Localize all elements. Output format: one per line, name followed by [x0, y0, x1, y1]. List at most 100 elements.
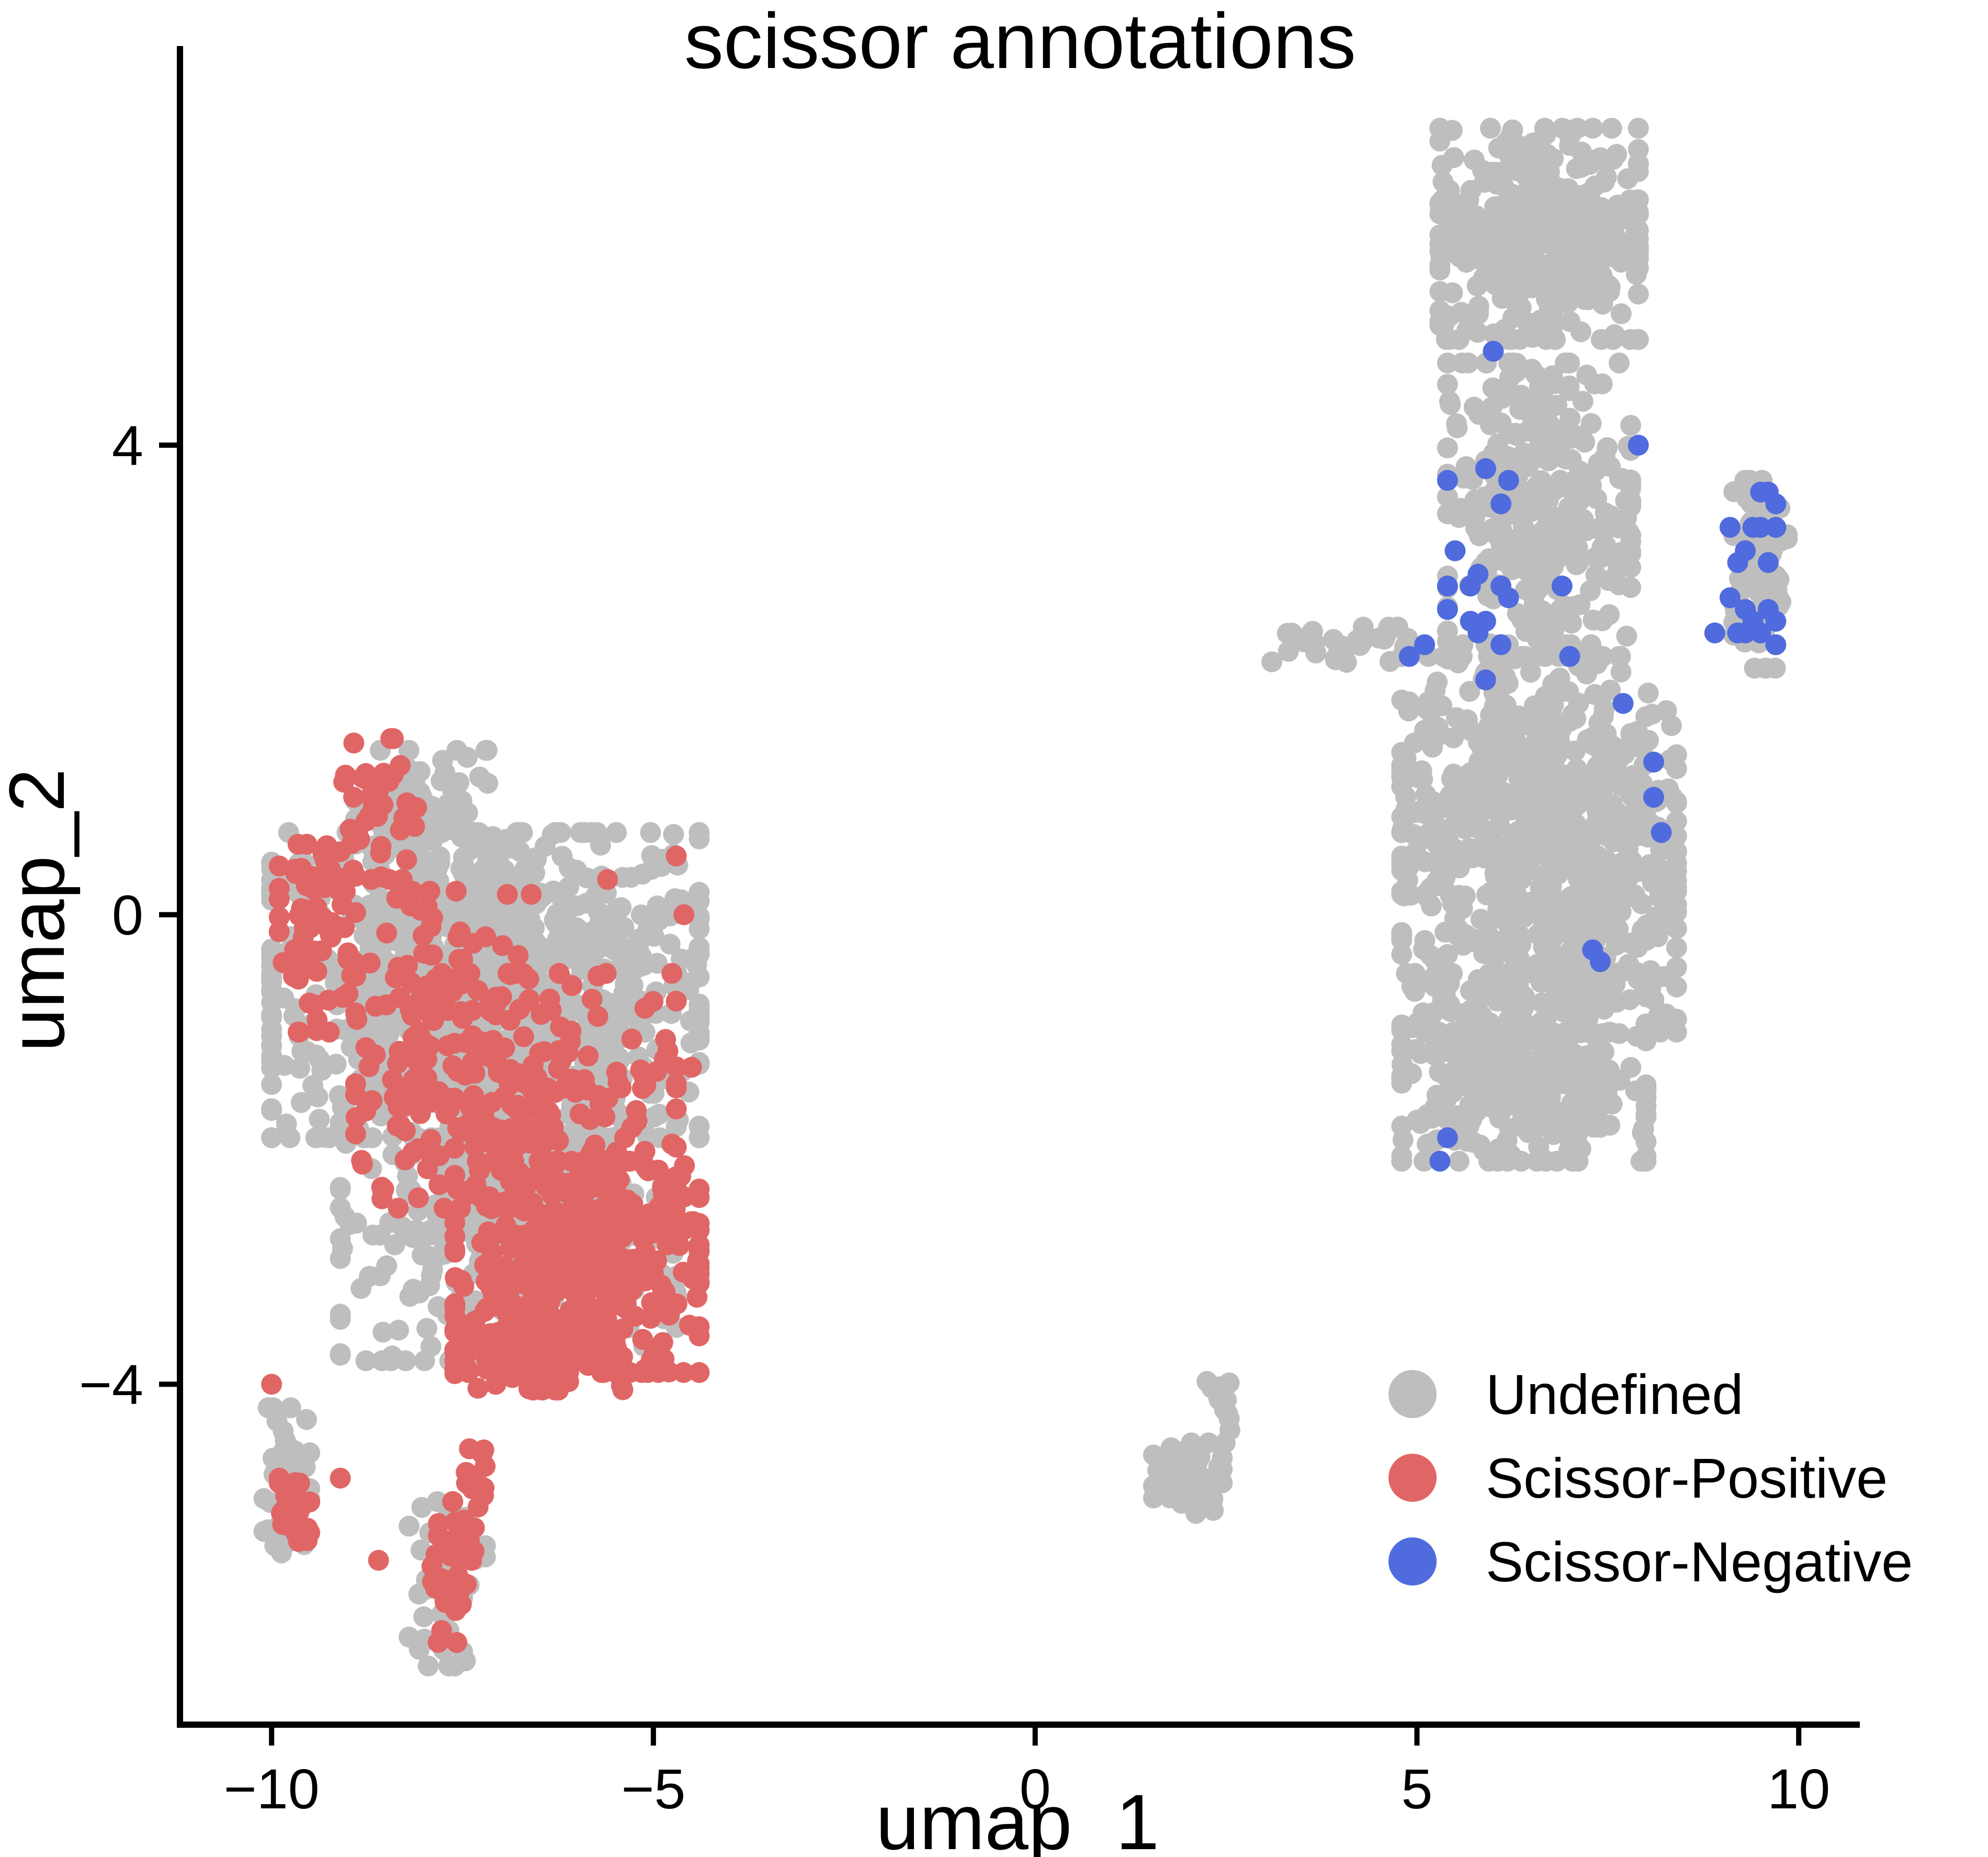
- data-point: [1576, 365, 1597, 386]
- data-point: [325, 1054, 347, 1075]
- data-point: [1635, 963, 1657, 984]
- data-point: [445, 880, 467, 902]
- data-point: [1512, 798, 1534, 819]
- data-point: [1561, 613, 1582, 634]
- data-point: [478, 1221, 499, 1242]
- data-point: [611, 1208, 632, 1230]
- data-point: [512, 822, 533, 843]
- data-point: [1765, 493, 1787, 515]
- data-point: [1582, 118, 1603, 139]
- data-point: [1437, 1127, 1458, 1148]
- data-point: [665, 1098, 687, 1119]
- data-point: [1409, 800, 1431, 822]
- data-point: [550, 1040, 571, 1061]
- data-point: [1599, 680, 1621, 701]
- data-point: [1524, 247, 1545, 268]
- data-point: [1550, 470, 1571, 491]
- data-point: [607, 1364, 628, 1385]
- data-point: [372, 1321, 394, 1343]
- data-point: [396, 849, 417, 870]
- data-point: [253, 1488, 275, 1509]
- data-point: [1422, 737, 1443, 758]
- data-point: [1517, 314, 1539, 335]
- data-point: [1302, 620, 1323, 642]
- data-point: [1433, 646, 1454, 667]
- data-point: [535, 1368, 557, 1389]
- data-point: [1573, 516, 1594, 538]
- data-point: [343, 787, 364, 808]
- data-point: [1561, 427, 1583, 449]
- data-point: [1540, 1102, 1561, 1124]
- data-point: [417, 1655, 439, 1677]
- data-point: [578, 1045, 599, 1067]
- data-point: [1562, 963, 1583, 984]
- data-point: [371, 1176, 392, 1198]
- data-point: [1635, 1150, 1657, 1172]
- data-point: [523, 1235, 545, 1256]
- legend-label: Scissor-Positive: [1486, 1446, 1888, 1510]
- data-point: [1521, 358, 1542, 380]
- data-point: [1465, 1039, 1486, 1060]
- data-point: [1391, 929, 1413, 950]
- data-point: [1596, 723, 1617, 745]
- data-point: [1564, 740, 1586, 762]
- data-point: [1450, 792, 1472, 813]
- data-point: [664, 888, 686, 910]
- data-point: [1608, 646, 1630, 667]
- data-point: [1476, 884, 1497, 905]
- data-point: [1456, 810, 1478, 831]
- data-point: [558, 1335, 579, 1357]
- data-point: [550, 822, 571, 843]
- data-point: [1506, 731, 1527, 753]
- data-point: [1592, 705, 1614, 727]
- data-point: [1391, 860, 1413, 881]
- data-point: [455, 1065, 476, 1086]
- data-point: [1458, 1020, 1479, 1041]
- data-point: [1475, 669, 1496, 690]
- data-point: [613, 916, 635, 938]
- data-point: [1277, 622, 1298, 644]
- data-point: [542, 1236, 563, 1258]
- data-point: [1628, 189, 1649, 210]
- data-point: [545, 1082, 566, 1103]
- data-point: [450, 858, 471, 879]
- data-point: [554, 945, 575, 967]
- data-point: [1569, 219, 1591, 240]
- data-point: [1535, 124, 1556, 145]
- data-point: [1458, 773, 1479, 795]
- data-point: [1571, 865, 1592, 887]
- data-point: [358, 1266, 380, 1287]
- legend-swatch: [1388, 1370, 1437, 1418]
- data-point: [688, 890, 710, 912]
- data-point: [435, 1535, 457, 1556]
- data-point: [612, 1318, 634, 1340]
- data-point: [496, 1303, 518, 1324]
- data-point: [442, 1491, 464, 1512]
- data-point: [398, 740, 420, 761]
- data-point: [1604, 324, 1625, 345]
- data-point: [406, 797, 427, 818]
- data-point: [485, 1374, 506, 1395]
- data-point: [419, 880, 440, 902]
- data-point: [1413, 1150, 1434, 1172]
- data-point: [1398, 700, 1419, 722]
- data-point: [1427, 671, 1448, 693]
- data-point: [1666, 937, 1687, 958]
- data-point: [1528, 1136, 1550, 1158]
- data-point: [1573, 1021, 1594, 1042]
- data-point: [279, 1437, 300, 1458]
- data-point: [346, 1009, 368, 1030]
- data-point: [575, 1349, 597, 1371]
- data-point: [1519, 206, 1541, 227]
- data-point: [1626, 721, 1648, 742]
- data-point: [1666, 976, 1687, 998]
- data-point: [306, 961, 327, 982]
- data-point: [268, 855, 290, 877]
- data-point: [1490, 493, 1511, 515]
- legend-label: Scissor-Negative: [1486, 1530, 1913, 1593]
- data-point: [1650, 881, 1671, 902]
- data-point: [1628, 284, 1649, 305]
- data-point: [1606, 144, 1628, 165]
- data-point: [1201, 1377, 1223, 1399]
- data-point: [355, 1037, 377, 1058]
